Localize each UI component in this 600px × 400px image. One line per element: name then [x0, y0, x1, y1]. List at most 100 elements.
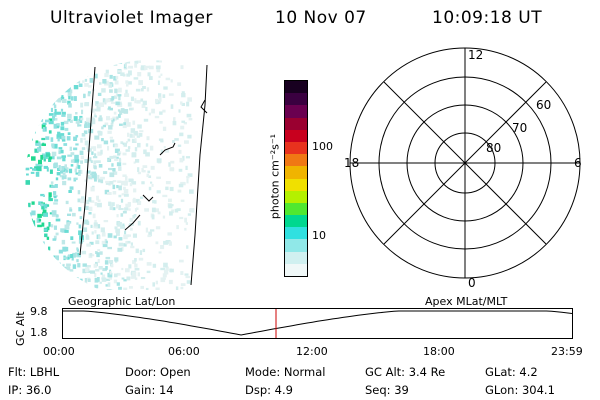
- image-pixel: [94, 272, 97, 277]
- image-pixel: [53, 191, 57, 196]
- image-pixel: [38, 219, 42, 222]
- image-pixel: [38, 260, 42, 264]
- image-pixel: [106, 116, 111, 121]
- image-pixel: [127, 132, 130, 137]
- image-pixel: [46, 262, 51, 266]
- image-pixel: [142, 248, 146, 253]
- image-pixel: [111, 96, 115, 101]
- image-pixel: [146, 173, 150, 178]
- image-pixel: [87, 66, 92, 71]
- image-pixel: [64, 87, 70, 93]
- image-pixel: [38, 119, 44, 122]
- image-pixel: [60, 135, 66, 140]
- image-pixel: [94, 60, 100, 63]
- image-pixel: [35, 83, 39, 88]
- image-pixel: [46, 84, 51, 89]
- image-pixel: [142, 86, 146, 89]
- image-pixel: [172, 140, 175, 144]
- image-pixel: [72, 252, 76, 258]
- image-pixel: [181, 120, 186, 123]
- image-pixel: [55, 232, 59, 236]
- image-pixel: [52, 79, 55, 83]
- image-pixel: [160, 149, 163, 155]
- image-pixel: [50, 267, 54, 271]
- image-pixel: [109, 136, 113, 139]
- image-pixel: [97, 151, 102, 156]
- image-pixel: [123, 67, 128, 70]
- image-pixel: [69, 70, 74, 75]
- image-pixel: [113, 279, 118, 284]
- image-pixel: [62, 172, 66, 177]
- image-pixel: [186, 175, 190, 179]
- image-pixel: [103, 140, 109, 145]
- image-pixel: [78, 288, 83, 290]
- image-pixel: [120, 180, 125, 186]
- image-pixel: [58, 78, 61, 84]
- image-pixel: [108, 84, 113, 88]
- image-pixel: [159, 121, 163, 124]
- image-pixel: [63, 256, 68, 260]
- image-pixel: [77, 77, 80, 81]
- image-pixel: [134, 277, 138, 280]
- image-pixel: [152, 200, 156, 204]
- image-pixel: [44, 154, 48, 159]
- image-pixel: [53, 195, 57, 199]
- image-pixel: [53, 123, 57, 129]
- image-pixel: [53, 277, 58, 282]
- image-pixel: [144, 208, 149, 212]
- image-pixel: [57, 86, 61, 89]
- image-pixel: [38, 159, 42, 165]
- image-pixel: [80, 199, 85, 204]
- image-pixel: [147, 72, 151, 77]
- image-pixel: [83, 281, 88, 285]
- image-pixel: [54, 109, 57, 114]
- image-pixel: [112, 207, 116, 211]
- image-pixel: [107, 233, 113, 238]
- image-pixel: [130, 245, 135, 249]
- image-pixel: [149, 145, 154, 151]
- image-pixel: [48, 113, 54, 116]
- image-pixel: [49, 169, 53, 174]
- image-pixel: [25, 140, 31, 146]
- image-pixel: [52, 91, 57, 97]
- image-pixel: [77, 61, 81, 66]
- image-pixel: [118, 286, 122, 290]
- image-pixel: [70, 236, 74, 240]
- image-pixel: [90, 224, 93, 228]
- image-pixel: [180, 199, 185, 202]
- image-pixel: [25, 120, 30, 124]
- image-pixel: [47, 272, 51, 278]
- image-pixel: [94, 277, 99, 283]
- image-pixel: [124, 93, 130, 97]
- image-pixel: [147, 234, 151, 238]
- image-pixel: [118, 242, 124, 247]
- image-pixel: [128, 234, 131, 237]
- image-pixel: [129, 217, 134, 222]
- image-pixel: [43, 213, 48, 217]
- image-pixel: [178, 109, 181, 113]
- image-pixel: [185, 275, 190, 279]
- image-pixel: [112, 184, 116, 190]
- image-pixel: [94, 108, 99, 112]
- image-pixel: [29, 250, 34, 255]
- image-pixel: [108, 260, 114, 264]
- color-scale-bar: [284, 80, 308, 277]
- image-pixel: [137, 220, 141, 226]
- image-pixel: [77, 173, 81, 176]
- image-pixel: [113, 155, 117, 159]
- polar-label-12: 12: [468, 48, 483, 62]
- image-pixel: [107, 192, 112, 195]
- image-pixel: [39, 275, 44, 281]
- image-pixel: [100, 272, 103, 275]
- image-pixel: [31, 97, 34, 102]
- image-pixel: [164, 149, 170, 153]
- image-pixel: [45, 153, 51, 157]
- image-pixel: [98, 235, 101, 239]
- image-pixel: [77, 165, 81, 169]
- image-pixel: [176, 225, 179, 230]
- image-pixel: [60, 284, 64, 289]
- image-pixel: [139, 130, 144, 133]
- image-pixel: [89, 157, 92, 162]
- image-pixel: [66, 136, 71, 141]
- image-pixel: [58, 147, 63, 150]
